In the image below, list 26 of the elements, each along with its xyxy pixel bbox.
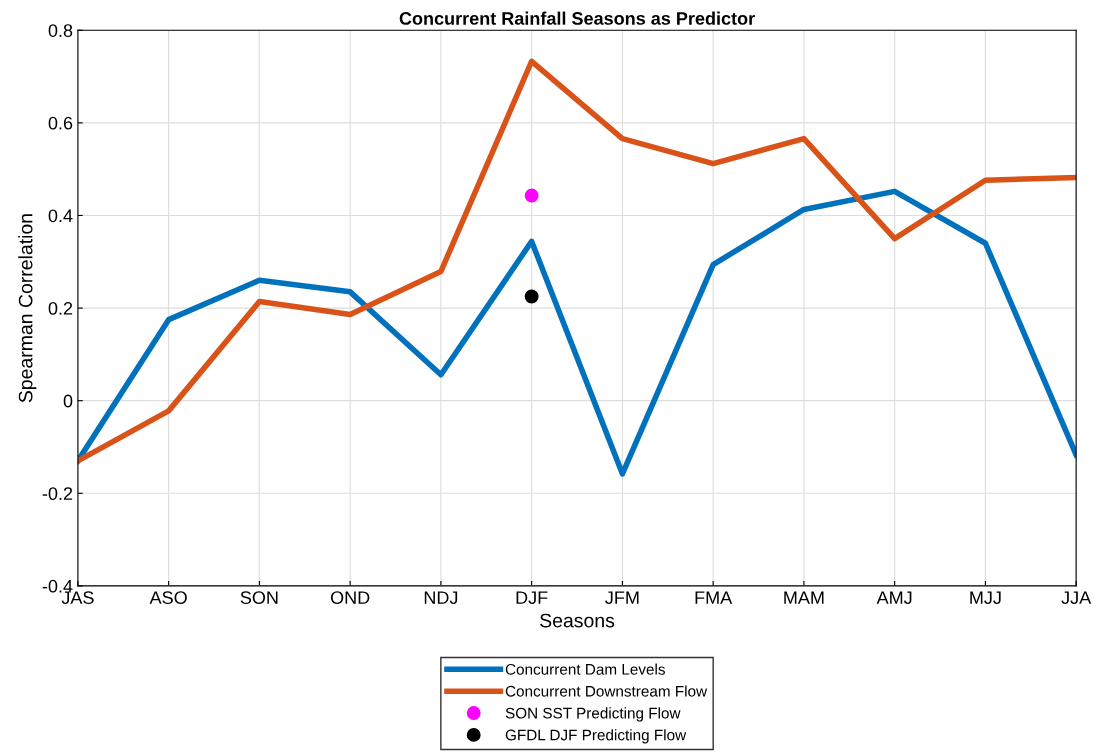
x-tick-label: ASO	[149, 591, 187, 605]
x-tick-label: FMA	[695, 591, 733, 604]
y-tick-label: 0	[63, 394, 73, 408]
y-axis-title: Spearman Correlation	[18, 214, 37, 403]
x-tick-label: JJA	[1061, 591, 1092, 605]
x-tick-label: JAS	[61, 591, 94, 605]
x-tick-label: MAM	[784, 591, 824, 604]
x-tick-label: JFM	[605, 591, 639, 605]
legend-label: SON SST Predicting Flow	[505, 707, 681, 722]
legend-label: Concurrent Dam Levels	[505, 663, 665, 675]
x-tick-label: SON	[240, 591, 278, 605]
y-tick-label: 0.4	[48, 209, 73, 223]
y-tick-label: 0.8	[48, 24, 73, 37]
x-tick-label: NDJ	[424, 591, 458, 605]
x-tick-label: OND	[330, 591, 370, 605]
x-axis-title: Seasons	[540, 613, 615, 628]
legend-label: Concurrent Downstream Flow	[505, 685, 708, 697]
y-tick-label: -0.2	[42, 487, 73, 501]
y-tick-label: -0.4	[42, 579, 73, 593]
legend-label: GFDL DJF Predicting Flow	[505, 729, 687, 744]
x-tick-label: DJF	[516, 591, 548, 605]
x-tick-label: AMJ	[876, 591, 912, 605]
y-tick-label: 0.2	[48, 302, 73, 315]
x-tick-label: MJJ	[970, 591, 1001, 605]
y-tick-label: 0.6	[48, 116, 73, 130]
chart-title: Concurrent Rainfall Seasons as Predictor	[399, 11, 755, 25]
